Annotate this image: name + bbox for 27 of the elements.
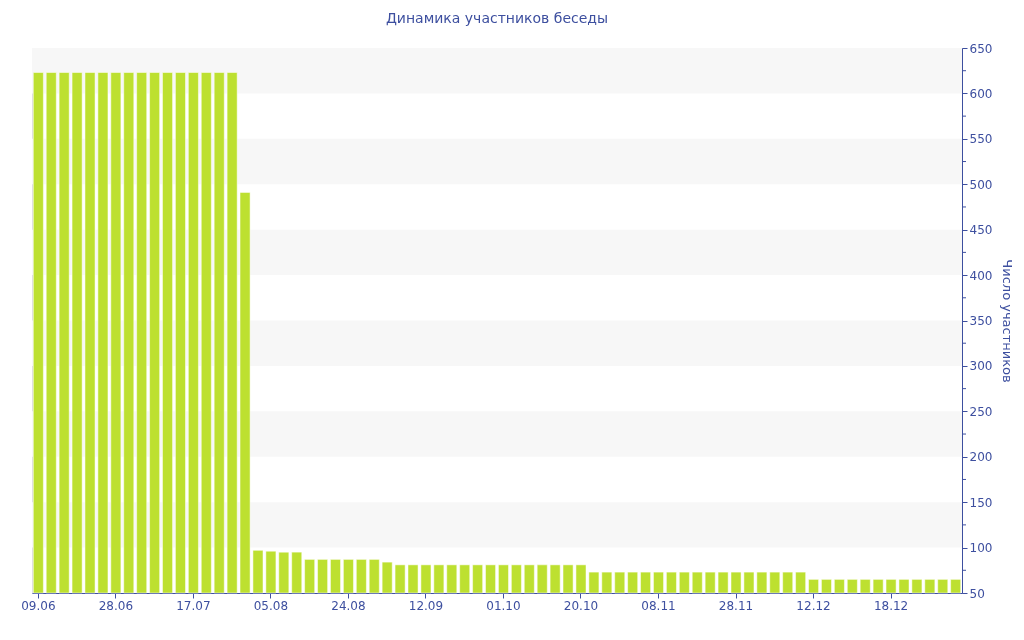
y-tick-label: 350 [969, 314, 993, 328]
y-tick-label: 300 [969, 359, 993, 374]
y-tick-label: 50 [969, 586, 985, 601]
x-tick-label: 12.12 [796, 598, 831, 613]
y-tick-label: 650 [969, 41, 993, 56]
x-tick-label: 28.11 [718, 598, 754, 613]
y-tick-label: 400 [969, 268, 993, 283]
x-tick-label: 24.08 [331, 598, 366, 613]
y-tick-label: 250 [969, 404, 993, 419]
y-tick-label: 550 [969, 132, 993, 147]
x-tick-label: 28.06 [98, 598, 134, 613]
x-tick-label: 08.11 [641, 598, 676, 613]
chart-title: Динамика участников беседы [385, 10, 609, 26]
x-tick-label: 20.10 [563, 598, 599, 613]
y-tick-label: 500 [969, 177, 993, 192]
x-tick-label: 17.07 [176, 598, 211, 613]
x-tick-label: 05.08 [253, 598, 289, 613]
x-tick-label: 18.12 [873, 598, 909, 613]
y-tick-label: 200 [969, 450, 993, 465]
x-tick-label: 01.10 [486, 598, 521, 613]
x-tick-label: 09.06 [21, 598, 56, 613]
y-axis-title: Число участников [1000, 259, 1016, 383]
y-tick-label: 100 [969, 541, 993, 556]
y-tick-label: 150 [969, 495, 993, 510]
y-tick-label: 600 [969, 86, 993, 101]
x-tick-label: 12.09 [408, 598, 444, 613]
y-tick-label: 450 [969, 223, 993, 238]
